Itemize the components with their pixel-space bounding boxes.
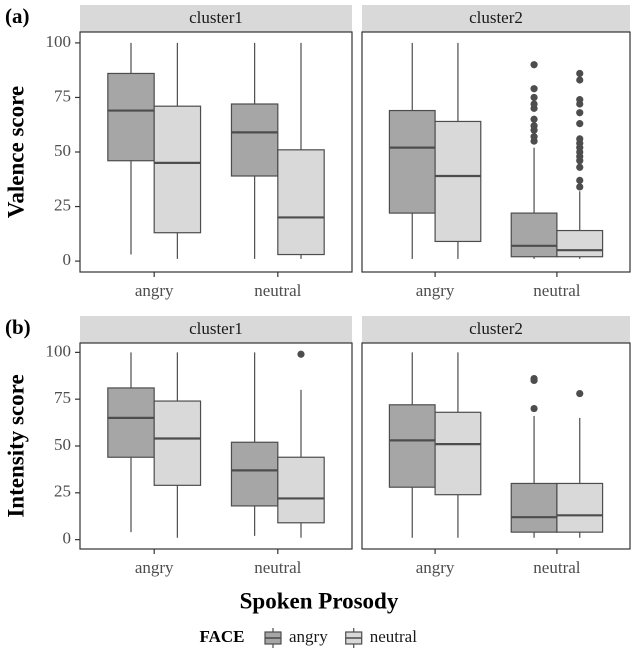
x-tick-label: angry [416,281,455,300]
x-axis-label: Spoken Prosody [240,588,399,613]
facet-strip [362,316,630,343]
outlier [576,69,584,78]
outlier [576,96,584,104]
box [107,72,155,162]
outlier [576,135,584,143]
y-tick-label: 75 [54,86,71,105]
facet-label: cluster2 [469,319,523,338]
outlier [530,85,538,93]
x-tick-label: angry [135,281,174,300]
box [153,105,202,234]
box [510,212,558,258]
y-tick-label: 75 [54,388,71,407]
legend-label: angry [289,627,328,646]
outlier [530,404,538,413]
x-tick-label: neutral [533,558,580,577]
facet-strip [362,5,630,32]
panel-border [361,342,631,550]
outlier [530,122,538,130]
panel-label: (a) [5,4,30,28]
outlier [576,163,584,171]
box [434,411,482,496]
panel-label: (b) [5,315,31,339]
y-axis-label: Intensity score [3,374,28,517]
outlier [530,133,538,141]
box [556,482,604,533]
box [230,441,279,507]
x-tick-label: neutral [533,281,580,300]
y-tick-label: 25 [54,482,71,501]
y-tick-label: 50 [54,141,71,160]
y-tick-label: 0 [63,250,72,269]
facet-label: cluster2 [469,8,523,27]
box [388,404,436,488]
outlier [297,350,305,358]
y-axis-label: Valence score [3,86,28,218]
outlier [530,374,538,383]
box [388,109,436,214]
box [153,400,202,486]
box [510,482,558,533]
outlier [530,61,538,69]
outlier [530,93,538,102]
y-tick-label: 50 [54,435,71,454]
box [230,103,279,177]
y-tick-label: 0 [63,529,72,548]
outlier [576,76,584,84]
outlier [576,389,584,398]
outlier [576,176,584,184]
box [277,149,325,256]
facet-label: cluster1 [189,319,243,338]
y-tick-label: 100 [46,341,72,360]
legend-title: FACE [199,627,244,646]
box [277,456,325,524]
outlier [530,115,538,123]
x-tick-label: neutral [254,281,301,300]
outlier [530,100,538,108]
legend-label: neutral [370,627,417,646]
y-tick-label: 25 [54,195,71,214]
x-tick-label: neutral [254,558,301,577]
box [556,229,604,258]
outlier [576,120,584,128]
panel-border [361,31,631,273]
box [434,120,482,243]
facet-strip [80,5,352,32]
y-tick-label: 100 [46,32,72,51]
facet-strip [80,316,352,343]
x-tick-label: angry [135,558,174,577]
box [107,387,155,458]
facet-label: cluster1 [189,8,243,27]
outlier [576,183,584,191]
x-tick-label: angry [416,558,455,577]
outlier [576,109,584,117]
